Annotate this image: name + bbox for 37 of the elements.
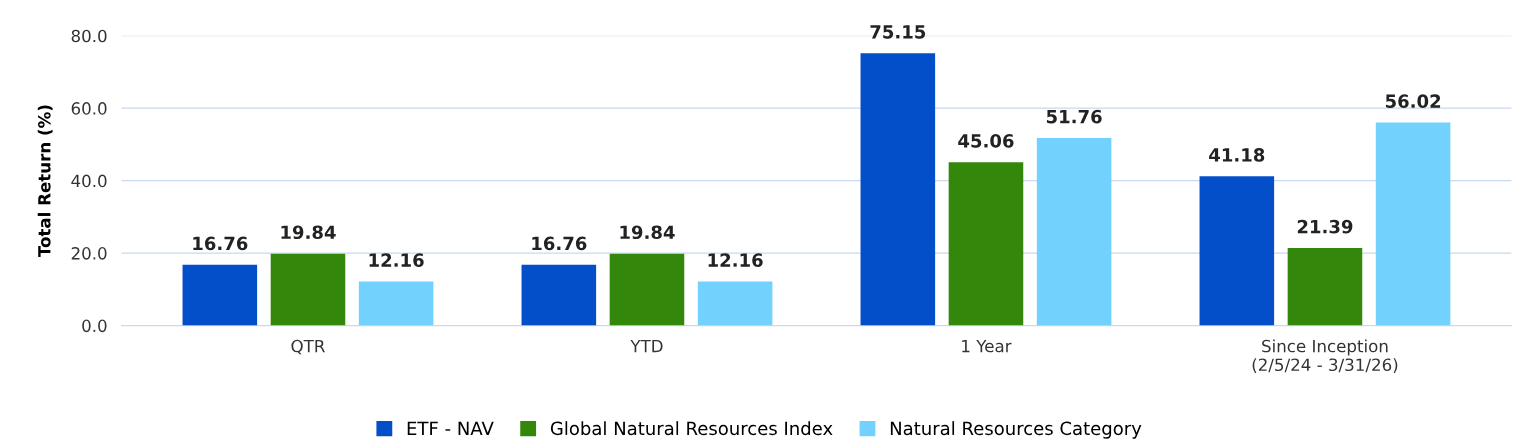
bar [1199,176,1275,326]
x-tick-label: 1 Year [962,339,1012,353]
data-label: 12.16 [708,253,763,267]
y-tick-label: 0.0 [82,319,107,333]
bar [609,253,685,326]
legend-label: ETF - NAV [407,421,494,435]
bar [1375,122,1451,326]
data-label: 41.18 [1209,148,1265,162]
y-tick-label: 20.0 [71,247,107,260]
data-label: 16.76 [532,236,587,251]
data-label: 75.15 [870,25,926,39]
legend-label: Global Natural Resources Index [550,421,833,436]
bar [860,53,936,326]
data-label: 16.76 [193,236,248,251]
x-tick-label: QTR [291,339,325,355]
data-label: 12.16 [369,253,424,267]
bar [358,281,434,326]
bar [270,253,346,326]
data-label: 19.84 [620,225,675,240]
y-tick-label: 60.0 [71,102,107,115]
y-tick-label: 80.0 [71,29,107,43]
data-label: 56.02 [1385,94,1441,108]
data-label: 21.39 [1297,219,1353,234]
data-label: 51.76 [1046,109,1102,124]
data-label: 45.06 [958,134,1014,148]
bar [521,264,597,326]
bar [948,162,1024,326]
bar [1036,138,1112,326]
y-axis-title: Total Return (%) [37,105,53,258]
y-tick-label: 40.0 [71,174,107,188]
bar [1287,248,1363,326]
x-tick-label: Since Inception (2/5/24 - 3/31/26) [1252,339,1398,373]
bar [182,264,258,326]
legend-label: Natural Resources Category [890,421,1142,439]
bar [697,281,773,326]
x-tick-label: YTD [630,339,663,353]
data-label: 19.84 [281,225,336,240]
